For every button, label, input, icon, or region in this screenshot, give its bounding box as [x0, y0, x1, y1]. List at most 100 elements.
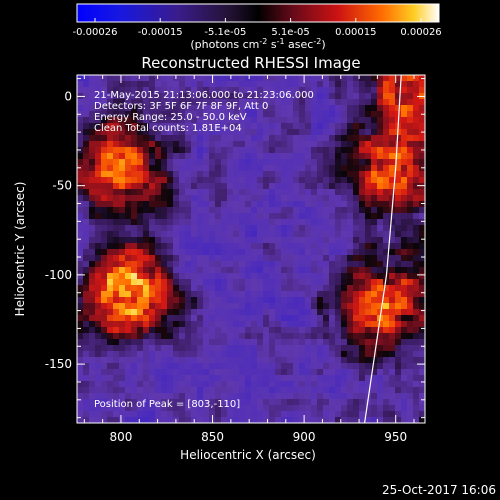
heatmap-cell	[197, 243, 204, 250]
heatmap-cell	[119, 339, 126, 346]
heatmap-cell	[329, 105, 336, 112]
heatmap-cell	[275, 105, 282, 112]
heatmap-cell	[275, 375, 282, 382]
heatmap-cell	[101, 195, 108, 202]
heatmap-cell	[197, 333, 204, 340]
heatmap-cell	[185, 315, 192, 322]
heatmap-cell	[311, 183, 318, 190]
heatmap-cell	[293, 129, 300, 136]
heatmap-cell	[275, 351, 282, 358]
heatmap-cell	[197, 183, 204, 190]
heatmap-cell	[167, 123, 174, 130]
heatmap-cell	[383, 219, 390, 226]
heatmap-cell	[239, 291, 246, 298]
heatmap-cell	[125, 375, 132, 382]
heatmap-cell	[275, 171, 282, 178]
heatmap-cell	[131, 213, 138, 220]
heatmap-cell	[149, 417, 156, 423]
heatmap-cell	[383, 105, 390, 112]
heatmap-cell	[413, 171, 420, 178]
heatmap-cell	[89, 321, 96, 328]
x-tick-label: 900	[293, 430, 316, 444]
heatmap-cell	[149, 369, 156, 376]
heatmap-cell	[341, 195, 348, 202]
heatmap-cell	[377, 123, 384, 130]
heatmap-cell	[305, 309, 312, 316]
heatmap-cell	[347, 369, 354, 376]
heatmap-cell	[323, 207, 330, 214]
heatmap-cell	[371, 183, 378, 190]
heatmap-cell	[371, 207, 378, 214]
heatmap-cell	[347, 213, 354, 220]
heatmap-cell	[185, 279, 192, 286]
heatmap-cell	[269, 231, 276, 238]
heatmap-cell	[173, 129, 180, 136]
heatmap-cell	[401, 249, 408, 256]
heatmap-cell	[95, 147, 102, 154]
heatmap-cell	[257, 375, 264, 382]
heatmap-cell	[215, 219, 222, 226]
heatmap-cell	[209, 255, 216, 262]
heatmap-cell	[293, 207, 300, 214]
heatmap-cell	[353, 129, 360, 136]
heatmap-cell	[209, 267, 216, 274]
heatmap-cell	[113, 363, 120, 370]
heatmap-cell	[215, 81, 222, 88]
heatmap-cell	[191, 195, 198, 202]
heatmap-cell	[335, 243, 342, 250]
heatmap-cell	[395, 81, 402, 88]
heatmap-cell	[335, 147, 342, 154]
heatmap-cell	[101, 369, 108, 376]
heatmap-cell	[137, 291, 144, 298]
heatmap-cell	[257, 309, 264, 316]
heatmap-cell	[293, 165, 300, 172]
heatmap-cell	[419, 189, 425, 196]
heatmap-cell	[329, 195, 336, 202]
heatmap-cell	[221, 333, 228, 340]
heatmap-cell	[299, 351, 306, 358]
colorbar-unit-label: (photons cm-2 s-1 asec-2)	[190, 37, 325, 51]
heatmap-cell	[335, 399, 342, 406]
heatmap-cell	[395, 315, 402, 322]
heatmap-cell	[191, 315, 198, 322]
heatmap-cell	[185, 207, 192, 214]
heatmap-cell	[227, 249, 234, 256]
heatmap-cell	[407, 393, 414, 400]
heatmap-cell	[329, 159, 336, 166]
heatmap-cell	[101, 81, 108, 88]
heatmap-cell	[263, 267, 270, 274]
heatmap-cell	[173, 279, 180, 286]
heatmap-cell	[89, 171, 96, 178]
heatmap-cell	[101, 339, 108, 346]
heatmap-cell	[101, 165, 108, 172]
heatmap-cell	[311, 123, 318, 130]
heatmap-cell	[245, 105, 252, 112]
heatmap-cell	[185, 111, 192, 118]
heatmap-cell	[179, 411, 186, 418]
heatmap-cell	[317, 345, 324, 352]
heatmap-cell	[377, 189, 384, 196]
heatmap-cell	[203, 303, 210, 310]
heatmap-cell	[191, 255, 198, 262]
heatmap-cell	[191, 339, 198, 346]
heatmap-cell	[203, 297, 210, 304]
heatmap-cell	[125, 213, 132, 220]
heatmap-cell	[107, 237, 114, 244]
heatmap-cell	[215, 207, 222, 214]
heatmap-cell	[383, 183, 390, 190]
heatmap-cell	[401, 93, 408, 100]
heatmap-cell	[401, 177, 408, 184]
heatmap-cell	[251, 297, 258, 304]
heatmap-cell	[161, 231, 168, 238]
heatmap-cell	[203, 255, 210, 262]
heatmap-cell	[227, 357, 234, 364]
heatmap-cell	[413, 165, 420, 172]
heatmap-cell	[413, 261, 420, 268]
heatmap-cell	[419, 81, 425, 88]
heatmap-cell	[419, 207, 425, 214]
heatmap-cell	[203, 243, 210, 250]
heatmap-cell	[311, 279, 318, 286]
heatmap-cell	[119, 399, 126, 406]
heatmap-cell	[371, 255, 378, 262]
heatmap-cell	[77, 267, 84, 274]
